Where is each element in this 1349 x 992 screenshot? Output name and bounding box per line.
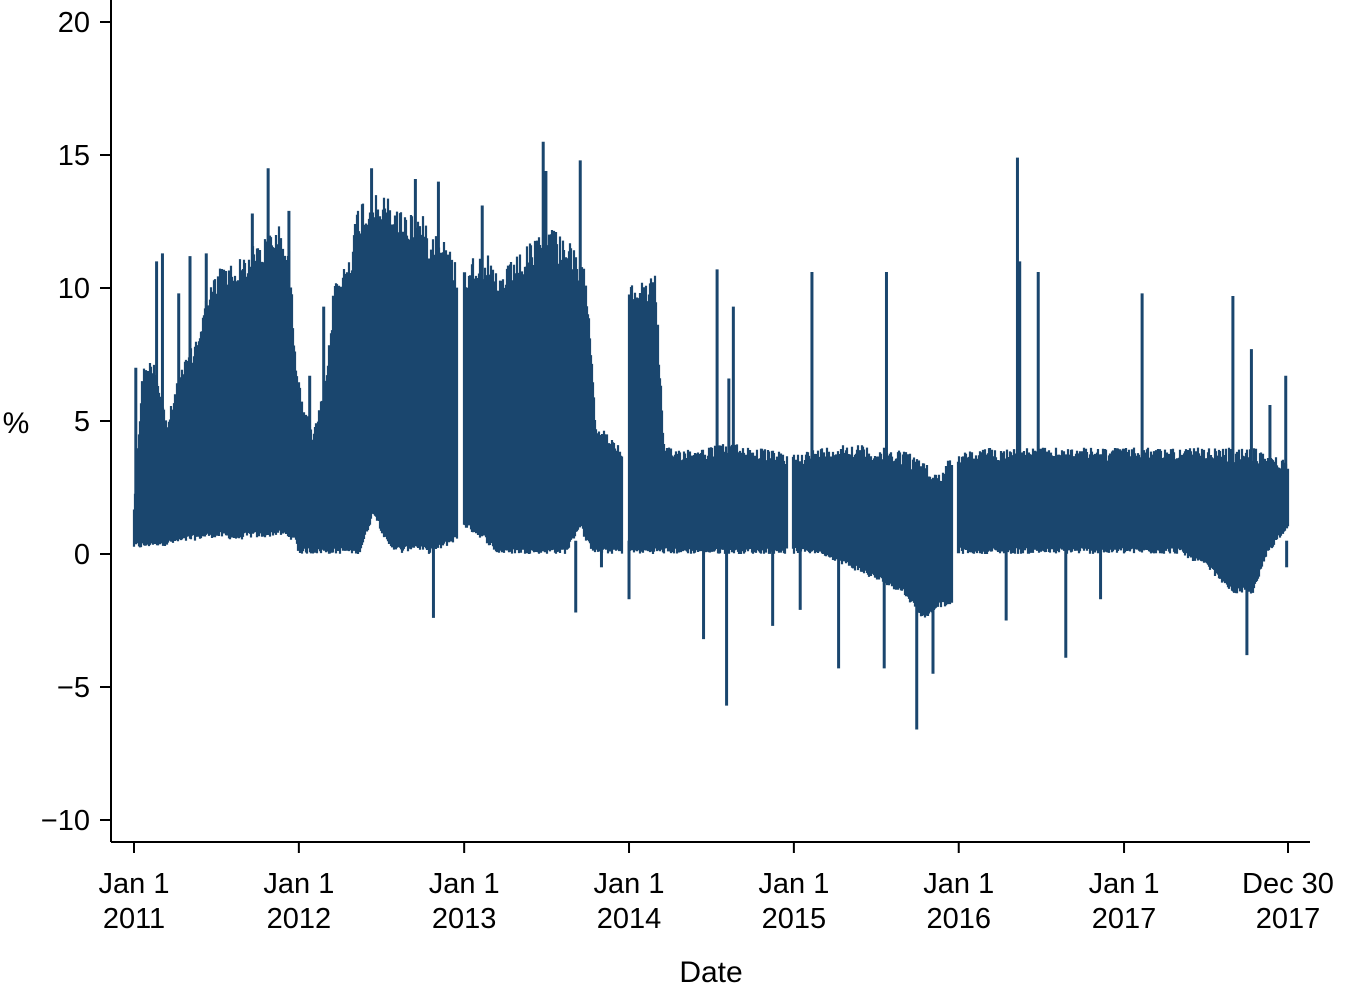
series-band-path	[627, 275, 789, 554]
x-tick-label-line1: Jan 1	[263, 868, 334, 900]
x-tick-label-line1: Jan 1	[758, 868, 829, 900]
series-band-segment	[296, 195, 459, 554]
y-tick-label: −10	[41, 805, 90, 837]
y-tick-label: 5	[74, 406, 90, 438]
x-tick-label-line1: Jan 1	[429, 868, 500, 900]
y-axis-title: %	[3, 407, 30, 440]
series-band-path	[1122, 447, 1290, 594]
y-tick-label: −5	[57, 672, 90, 704]
series-band-segment	[791, 445, 954, 618]
x-tick-label-line2: 2017	[1256, 903, 1321, 935]
series-band-path	[132, 226, 301, 548]
x-axis-title: Date	[679, 956, 742, 989]
series-spikes	[134, 141, 1289, 730]
y-axis-ticks: 20 15 10 5 0 −5 −10	[41, 7, 111, 837]
x-tick-label-line2: 2013	[432, 903, 497, 935]
x-tick-label-line2: 2015	[762, 903, 827, 935]
plot-area	[132, 141, 1290, 730]
y-tick-label: 10	[58, 273, 90, 305]
series-band-segment	[956, 447, 1126, 554]
x-tick-label-line1: Jan 1	[923, 868, 994, 900]
series-band-segment	[627, 275, 789, 554]
y-tick-label: 0	[74, 539, 90, 571]
x-tick-label-line2: 2017	[1092, 903, 1157, 935]
y-tick-label: 20	[58, 7, 90, 39]
series-band-path	[956, 447, 1126, 554]
x-tick-label-line2: 2011	[103, 903, 165, 935]
x-tick-label-line1: Jan 1	[99, 868, 170, 900]
x-tick-label-line1: Dec 30	[1242, 868, 1334, 900]
series-band-path	[791, 445, 954, 618]
y-tick-label: 15	[58, 140, 90, 172]
series-band-path	[296, 195, 459, 554]
series-band-segment	[132, 226, 301, 548]
x-tick-label-line1: Jan 1	[1089, 868, 1160, 900]
series-band-segment	[1122, 447, 1290, 594]
x-tick-label-line2: 2012	[267, 903, 332, 935]
x-tick-label-line2: 2016	[926, 903, 991, 935]
x-tick-label-line1: Jan 1	[594, 868, 665, 900]
x-tick-label-line2: 2014	[597, 903, 662, 935]
